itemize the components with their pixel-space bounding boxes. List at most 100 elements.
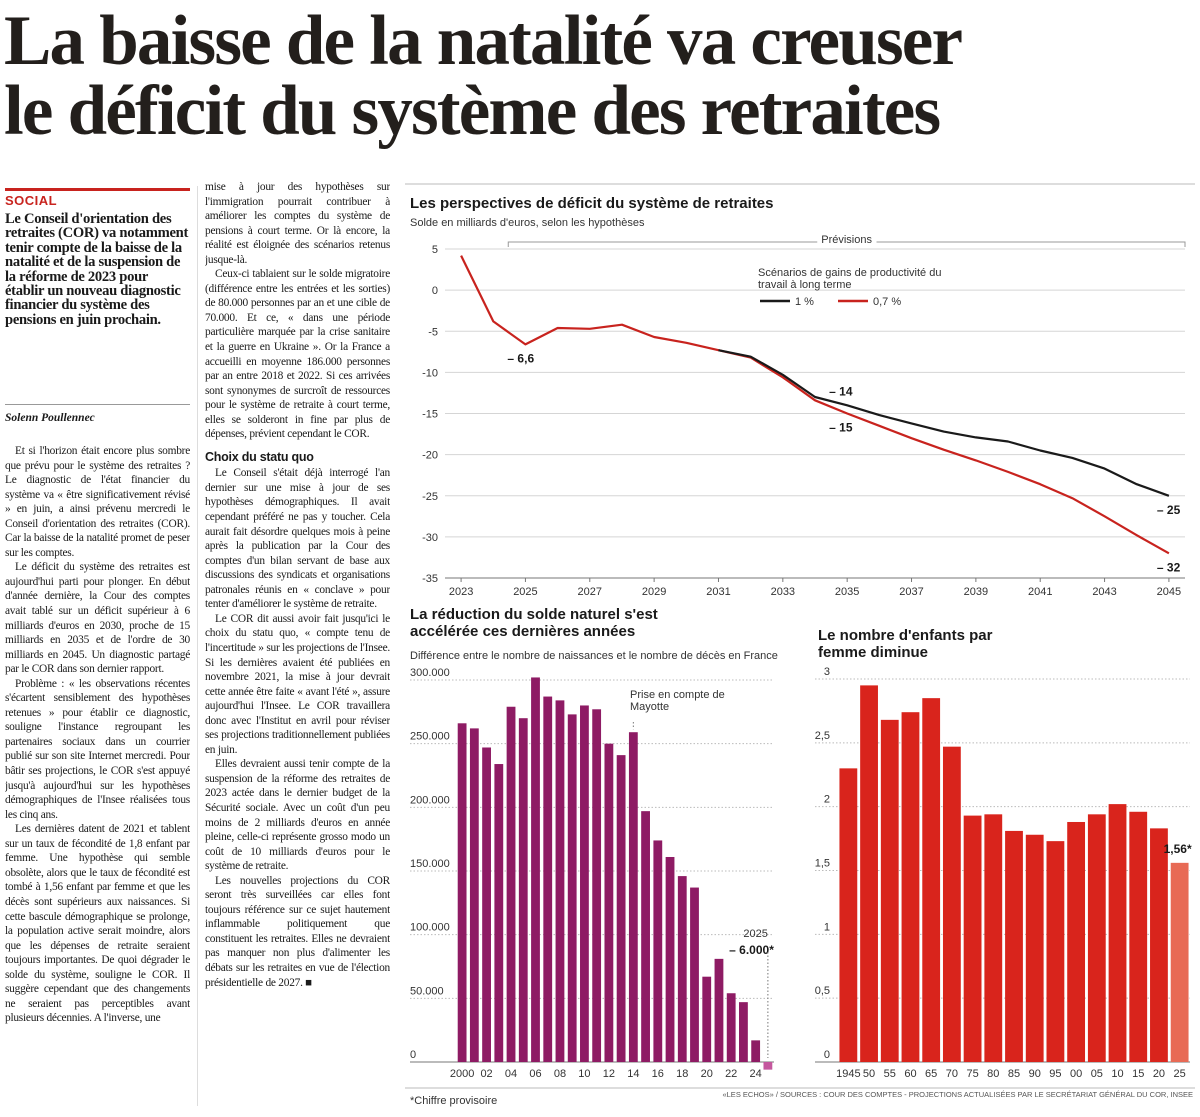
- value-label: – 14: [829, 384, 853, 398]
- x-tick-label: 10: [1111, 1068, 1123, 1080]
- y-tick-label: 0: [824, 1049, 830, 1061]
- x-tick-label: 55: [884, 1068, 896, 1080]
- bar: [922, 698, 941, 1062]
- headline-line: le déficit du système des retraites: [4, 72, 941, 150]
- x-tick-label: 15: [1132, 1068, 1144, 1080]
- x-tick-label: 2000: [450, 1068, 474, 1080]
- value-label: – 32: [1157, 560, 1181, 574]
- bar: [942, 746, 961, 1062]
- x-tick-label: 20: [1153, 1068, 1165, 1080]
- legend-title: Scénarios de gains de productivité du tr…: [758, 267, 942, 291]
- x-tick-label: 20: [701, 1068, 713, 1080]
- bar: [984, 814, 1003, 1062]
- y-tick-label: 0: [410, 1049, 416, 1061]
- bar: [494, 764, 504, 1062]
- bar: [751, 1040, 761, 1062]
- bar: [1150, 828, 1168, 1062]
- y-tick-label: 0,5: [815, 985, 830, 997]
- bar: [1108, 804, 1127, 1062]
- bar: [839, 768, 858, 1062]
- headline-line: La baisse de la natalité va creuser: [4, 2, 963, 80]
- x-tick-label: 1945: [836, 1068, 860, 1080]
- bar: [616, 755, 626, 1062]
- bar: [714, 958, 724, 1062]
- paragraph: Et si l'horizon était encore plus sombre…: [5, 445, 190, 559]
- x-tick-label: 06: [529, 1068, 541, 1080]
- y-tick-label: 5: [432, 244, 438, 256]
- annotation: 2025: [743, 928, 767, 940]
- x-tick-label: 18: [676, 1068, 688, 1080]
- legend-label: 0,7 %: [873, 296, 901, 308]
- bar: [592, 709, 602, 1062]
- y-tick-label: 2,5: [815, 730, 830, 742]
- value-label: – 6,6: [507, 351, 534, 365]
- y-tick-label: 0: [432, 285, 438, 297]
- x-tick-label: 85: [1008, 1068, 1020, 1080]
- y-tick-label: -35: [422, 573, 438, 585]
- y-tick-label: 2: [824, 794, 830, 806]
- chart-title: Les perspectives de déficit du système d…: [410, 195, 774, 212]
- bar: [665, 856, 675, 1062]
- y-tick-label: 300.000: [410, 667, 450, 679]
- x-tick-label: 2045: [1157, 586, 1181, 598]
- x-tick-label: 2041: [1028, 586, 1052, 598]
- x-tick-label: 2029: [642, 586, 666, 598]
- chart-title: La réduction du solde naturel s'est accé…: [410, 606, 658, 640]
- bar: [860, 685, 878, 1062]
- forecast-label: Prévisions: [821, 234, 872, 246]
- y-tick-label: -15: [422, 409, 438, 421]
- x-tick-label: 2025: [513, 586, 537, 598]
- label-bg: [817, 234, 877, 246]
- bar: [628, 732, 638, 1062]
- x-tick-label: 22: [725, 1068, 737, 1080]
- y-tick-label: 3: [824, 666, 830, 678]
- paragraph: Le Conseil s'était déjà interrogé l'an d…: [205, 467, 390, 611]
- x-tick-label: 16: [652, 1068, 664, 1080]
- bar: [677, 876, 687, 1062]
- y-tick-label: 200.000: [410, 794, 450, 806]
- x-tick-label: 24: [750, 1068, 762, 1080]
- bar: [963, 815, 982, 1062]
- x-tick-label: 25: [1174, 1068, 1186, 1080]
- credits: «LES ECHOS» / SOURCES : COUR DES COMPTES…: [722, 1090, 1193, 1099]
- line-series: [460, 255, 1170, 555]
- x-tick-label: 05: [1091, 1068, 1103, 1080]
- x-tick-label: 12: [603, 1068, 615, 1080]
- chart-subtitle: Solde en milliards d'euros, selon les hy…: [410, 217, 645, 229]
- annotation: Prise en compte de Mayotte: [630, 689, 725, 713]
- x-tick-label: 2035: [835, 586, 859, 598]
- x-tick-label: 2023: [449, 586, 473, 598]
- y-tick-label: 50.000: [410, 985, 444, 997]
- x-tick-label: 2031: [706, 586, 730, 598]
- x-tick-label: 65: [925, 1068, 937, 1080]
- footnote: *Chiffre provisoire: [410, 1095, 497, 1107]
- bar: [555, 700, 565, 1062]
- x-tick-label: 2033: [771, 586, 795, 598]
- x-tick-label: 2043: [1092, 586, 1116, 598]
- article-column: Et si l'horizon était encore plus sombre…: [5, 444, 190, 1104]
- y-tick-label: 1: [824, 921, 830, 933]
- line-series: [718, 349, 1170, 497]
- x-tick-label: 08: [554, 1068, 566, 1080]
- paragraph: Le déficit du système des retraites est …: [5, 561, 190, 676]
- bar: [604, 743, 614, 1062]
- paragraph: Problème : « les observations récentes s…: [5, 677, 190, 821]
- bar: [506, 706, 516, 1062]
- y-tick-label: 100.000: [410, 922, 450, 934]
- bar: [880, 719, 899, 1062]
- bar: [567, 714, 577, 1062]
- bar: [469, 728, 479, 1062]
- paragraph: Les dernières datent de 2021 et tablent …: [5, 823, 190, 1025]
- article-column: mise à jour des hypothèses sur l'immigra…: [205, 180, 390, 1105]
- bar: [1005, 830, 1023, 1062]
- byline: Solenn Poullennec: [5, 404, 190, 424]
- section-label: SOCIAL: [5, 188, 190, 208]
- bar: [482, 747, 491, 1062]
- bar: [763, 1062, 773, 1070]
- bar: [1067, 821, 1086, 1062]
- bar: [1046, 841, 1065, 1062]
- x-tick-label: 00: [1070, 1068, 1082, 1080]
- bar: [702, 976, 712, 1062]
- y-tick-label: 1,5: [815, 858, 830, 870]
